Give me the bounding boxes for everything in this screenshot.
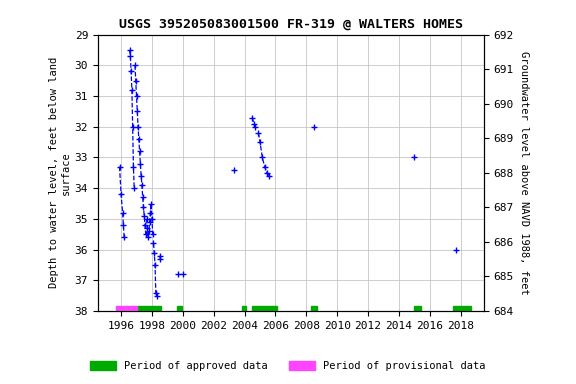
Bar (116, 306, 137, 311)
Bar (414, 306, 420, 311)
Bar (311, 306, 317, 311)
Bar (137, 306, 161, 311)
Bar (453, 306, 472, 311)
Y-axis label: Depth to water level, feet below land
surface: Depth to water level, feet below land su… (49, 57, 70, 288)
Bar (242, 306, 246, 311)
Y-axis label: Groundwater level above NAVD 1988, feet: Groundwater level above NAVD 1988, feet (520, 51, 529, 295)
Legend: Period of approved data, Period of provisional data: Period of approved data, Period of provi… (86, 357, 490, 375)
Title: USGS 395205083001500 FR-319 @ WALTERS HOMES: USGS 395205083001500 FR-319 @ WALTERS HO… (119, 18, 463, 31)
Bar (252, 306, 277, 311)
Bar (177, 306, 182, 311)
